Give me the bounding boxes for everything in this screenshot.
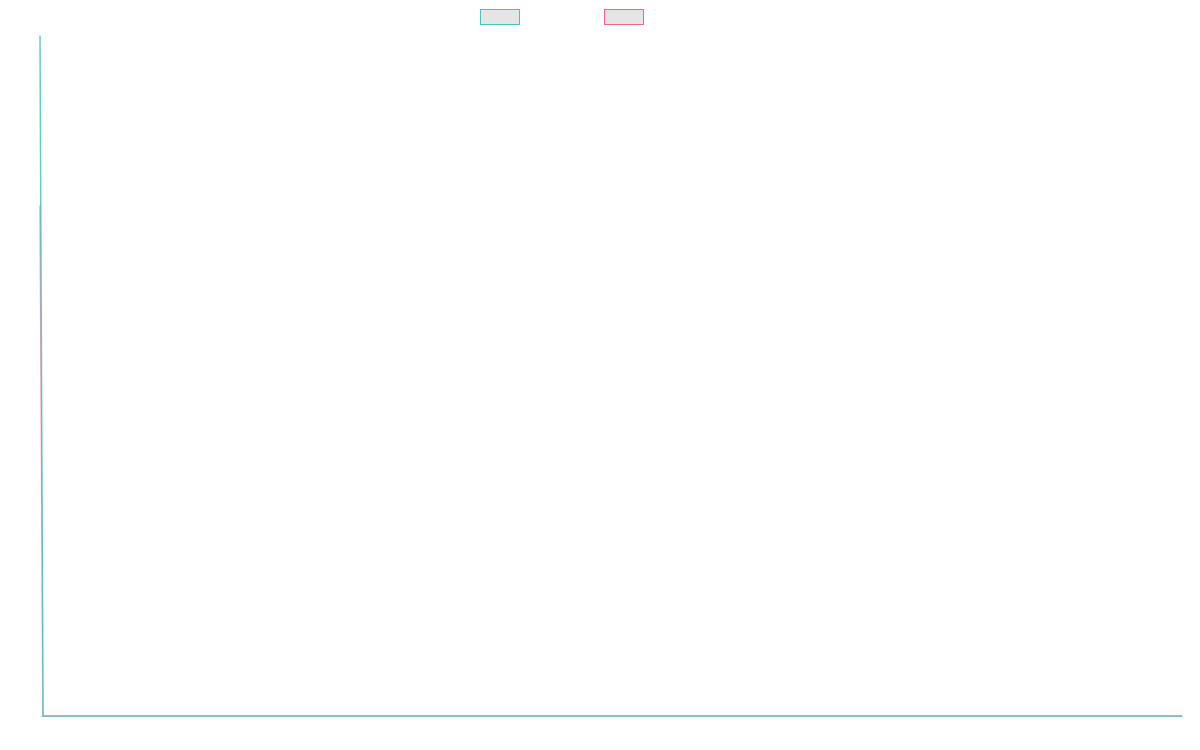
legend-swatch: [480, 9, 520, 25]
legend-swatch: [604, 9, 644, 25]
legend-item-series-2[interactable]: [604, 9, 650, 25]
chart-legend: [0, 9, 1200, 27]
data-point[interactable]: [1181, 715, 1183, 717]
data-point[interactable]: [39, 35, 41, 37]
legend-item-series-1[interactable]: [480, 9, 526, 25]
data-point[interactable]: [42, 715, 44, 717]
series-line-1: [39, 35, 1182, 717]
series-line-2: [39, 205, 1182, 717]
